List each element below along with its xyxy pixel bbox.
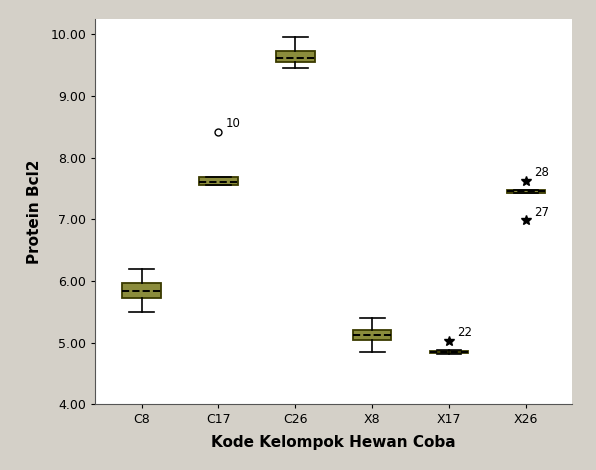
X-axis label: Kode Kelompok Hewan Coba: Kode Kelompok Hewan Coba	[212, 435, 456, 450]
Text: 27: 27	[533, 205, 549, 219]
Bar	[430, 351, 468, 353]
Bar	[276, 52, 315, 62]
Bar	[507, 189, 545, 193]
Text: 22: 22	[457, 327, 472, 339]
Text: 28: 28	[533, 166, 548, 179]
Text: 10: 10	[226, 117, 241, 130]
Y-axis label: Protein Bcl2: Protein Bcl2	[27, 159, 42, 264]
Bar	[122, 283, 161, 298]
Bar	[353, 330, 392, 340]
Bar	[199, 177, 238, 185]
